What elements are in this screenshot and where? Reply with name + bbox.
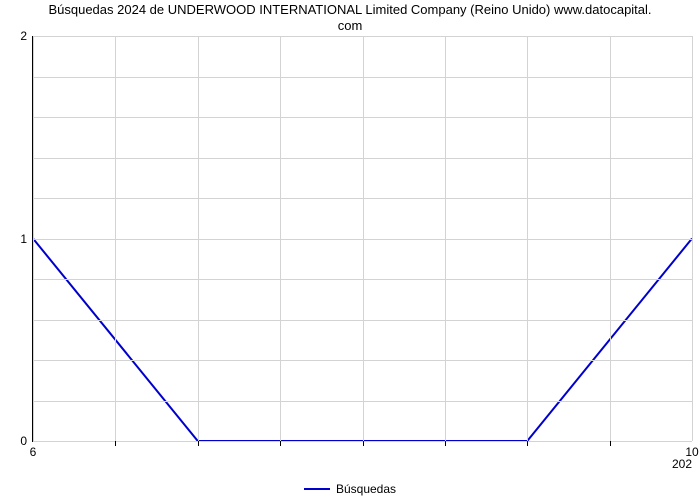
legend-item: Búsquedas (304, 482, 396, 496)
x-extra-right-label: 202 (672, 441, 692, 471)
x-minor-tick (280, 441, 281, 446)
y-tick-label: 1 (20, 232, 33, 246)
legend: Búsquedas (0, 477, 700, 496)
x-minor-tick (115, 441, 116, 446)
title-line-2: com (338, 18, 363, 33)
x-tick-label: 6 (30, 441, 37, 459)
title-line-1: Búsquedas 2024 de UNDERWOOD INTERNATIONA… (48, 2, 651, 17)
plot-area: 012610202 (32, 36, 692, 442)
grid-line-horizontal (33, 77, 692, 78)
grid-line-horizontal (33, 401, 692, 402)
plot-wrapper: 012610202 (32, 36, 692, 442)
x-minor-tick (527, 441, 528, 446)
grid-line-horizontal (33, 198, 692, 199)
grid-line-horizontal (33, 279, 692, 280)
grid-line-horizontal (33, 360, 692, 361)
x-minor-tick (610, 441, 611, 446)
grid-line-horizontal (33, 117, 692, 118)
x-minor-tick (363, 441, 364, 446)
grid-line-horizontal (33, 36, 692, 37)
grid-line-horizontal (33, 158, 692, 159)
chart-title: Búsquedas 2024 de UNDERWOOD INTERNATIONA… (0, 2, 700, 33)
grid-line-vertical (692, 36, 693, 441)
y-tick-label: 2 (20, 29, 33, 43)
chart-container: Búsquedas 2024 de UNDERWOOD INTERNATIONA… (0, 0, 700, 500)
legend-label: Búsquedas (336, 482, 396, 496)
x-minor-tick (198, 441, 199, 446)
grid-line-horizontal (33, 239, 692, 240)
legend-swatch (304, 488, 330, 490)
grid-line-horizontal (33, 320, 692, 321)
x-minor-tick (445, 441, 446, 446)
